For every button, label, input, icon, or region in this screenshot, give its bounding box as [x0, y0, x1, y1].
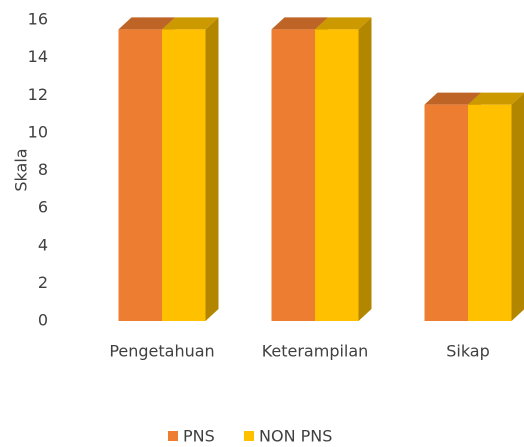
- y-tick-label: 12: [28, 85, 48, 104]
- y-axis-label: Skala: [12, 148, 31, 191]
- bar: [424, 104, 468, 321]
- x-tick-label: Pengetahuan: [109, 342, 214, 361]
- bar-top: [118, 17, 175, 30]
- bar-top: [271, 17, 328, 30]
- legend-swatch: [168, 431, 178, 441]
- bar-top: [424, 92, 481, 105]
- bar-top: [315, 17, 372, 30]
- y-tick-label: 14: [28, 47, 48, 66]
- x-tick-label: Sikap: [446, 342, 490, 361]
- bar-side: [511, 93, 524, 321]
- bar: [468, 104, 512, 321]
- y-tick-label: 6: [38, 198, 48, 217]
- y-tick-label: 2: [38, 273, 48, 292]
- y-tick-label: 8: [38, 160, 48, 179]
- bar-side: [205, 17, 219, 321]
- y-tick-label: 10: [28, 122, 48, 141]
- bar: [315, 29, 359, 321]
- x-tick-label: Keterampilan: [262, 342, 369, 361]
- legend-label: NON PNS: [259, 427, 332, 446]
- bar: [271, 29, 315, 321]
- y-tick-label: 0: [38, 311, 48, 330]
- legend-swatch: [244, 431, 254, 441]
- y-tick-label: 4: [38, 235, 48, 254]
- bar-top: [162, 17, 219, 30]
- bar-side: [358, 17, 372, 321]
- bar-top: [468, 92, 524, 105]
- y-tick-label: 16: [28, 10, 48, 29]
- bar: [118, 29, 162, 321]
- bar: [162, 29, 206, 321]
- legend-label: PNS: [183, 427, 215, 446]
